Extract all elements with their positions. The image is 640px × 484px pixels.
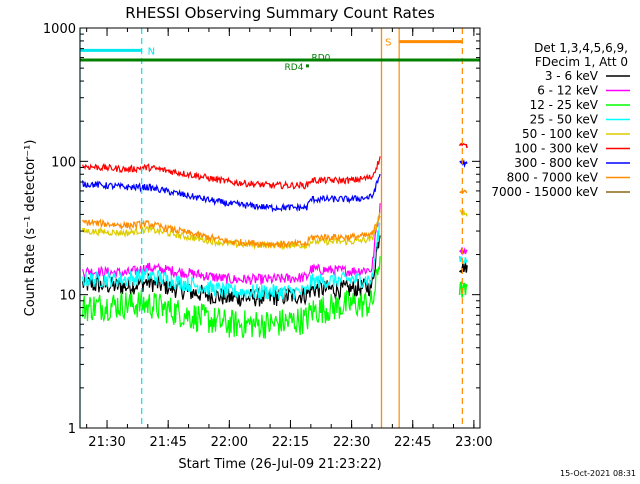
series-line-after-gap-50-100-kev [459,208,468,217]
marker-label-s: S [385,38,391,49]
series-line-300-800-kev [82,173,381,213]
legend-label: 3 - 6 keV [545,69,599,83]
plot-frame [79,27,481,429]
series-line-after-gap-800-7000-kev [459,189,468,194]
y-tick-label: 10 [59,289,76,304]
series-line-100-300-kev [82,156,381,190]
x-axis-label: Start Time (26-Jul-09 21:23:22) [178,457,381,472]
series-line-6-12-kev [82,203,381,285]
series-line-after-gap-6-12-kev [459,247,468,256]
y-axis-label: Count Rate (s⁻¹ detector⁻¹) [23,140,38,317]
marker-label-rd4: RD4 [285,63,304,73]
legend-label: 300 - 800 keV [514,156,598,170]
plot-layer: NSRD4RD0110100100021:3021:4522:0022:1522… [43,22,493,450]
legend-label: 7000 - 15000 keV [491,185,598,199]
series-line-after-gap-12-25-kev [458,280,468,298]
legend-label: 6 - 12 keV [537,84,599,98]
chart-title: RHESSI Observing Summary Count Rates [125,4,435,22]
series-line-800-7000-kev [82,216,381,249]
series-line-after-gap-3-6-kev [459,262,468,274]
series-line-3-6-kev [82,235,381,307]
legend-label: 50 - 100 keV [522,127,599,141]
x-tick-label: 21:45 [149,435,186,450]
series-line-25-50-kev [82,221,381,301]
footer-date: 15-Oct-2021 08:31 [560,469,636,478]
marker-label-n: N [148,46,155,57]
legend-header-line-2: FDecim 1, Att 0 [535,55,628,69]
x-tick-label: 23:00 [455,435,492,450]
legend-label: 25 - 50 keV [530,113,599,127]
x-tick-label: 22:15 [272,435,309,450]
x-tick-label: 22:45 [394,435,431,450]
series-line-after-gap-25-50-kev [458,255,468,265]
series-line-50-100-kev [82,212,381,251]
y-tick-label: 1 [68,422,76,437]
series-line-12-25-kev [82,256,381,339]
x-tick-label: 22:30 [333,435,370,450]
legend-label: 100 - 300 keV [514,142,598,156]
y-tick-label: 100 [51,155,76,170]
legend-header-line-1: Det 1,3,4,5,6,9, [534,41,628,55]
series-line-after-gap-300-800-kev [459,158,468,169]
x-tick-label: 21:30 [88,435,125,450]
series-line-after-gap-100-300-kev [458,142,468,149]
marker-dot-rd4 [305,64,309,68]
x-tick-label: 22:00 [211,435,248,450]
y-tick-label: 1000 [43,22,76,37]
legend-label: 12 - 25 keV [530,98,599,112]
legend-label: 800 - 7000 keV [507,171,599,185]
